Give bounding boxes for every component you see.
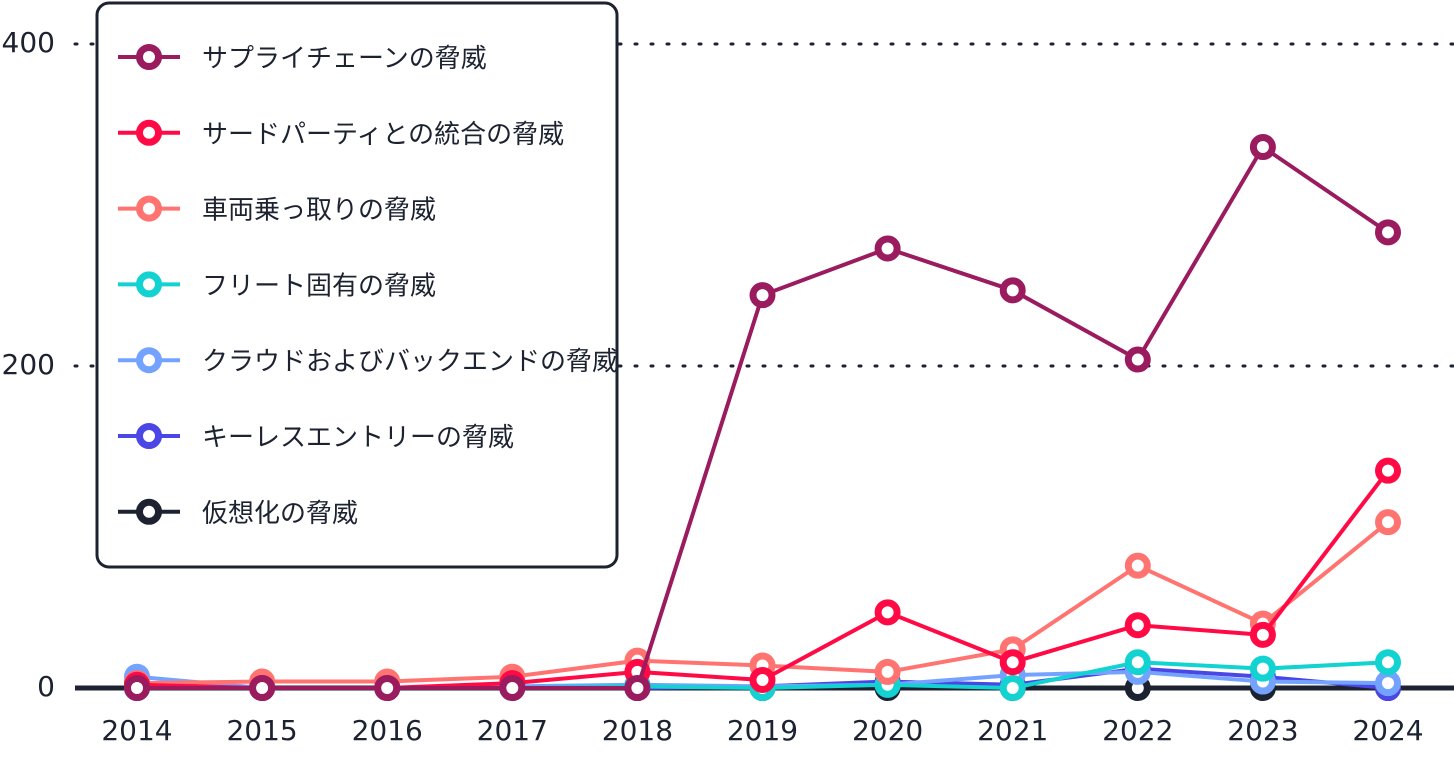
x-tick-label-2022: 2022 [1102,714,1173,747]
data-point-2022 [1124,649,1151,676]
data-point-2021 [999,277,1026,304]
data-point-2024 [1375,509,1401,536]
y-tick-label-200: 200 [2,348,55,381]
x-tick-label-2023: 2023 [1227,714,1298,747]
data-point-2024 [1375,457,1401,484]
x-tick-label-2014: 2014 [101,714,172,747]
data-point-2020 [874,235,901,262]
x-tick-label-2016: 2016 [352,714,423,747]
data-point-2023 [1249,621,1276,648]
data-point-2016 [374,675,401,701]
legend-item: クラウドおよびバックエンドの脅威 [118,347,618,377]
y-tick-label-400: 400 [2,26,55,59]
data-point-2021 [999,675,1026,701]
data-point-2018 [624,675,651,701]
legend-item: 車両乗っ取りの脅威 [118,195,436,226]
legend-box [95,1,619,569]
legend-label: フリート固有の脅威 [202,271,436,301]
legend-marker [136,498,162,525]
x-tick-label-2015: 2015 [226,714,297,747]
data-point-2020 [874,658,901,685]
series-6 [124,134,1401,701]
legend-item: 仮想化の脅威 [118,498,358,529]
data-point-2019 [749,282,776,309]
data-point-2024 [1375,219,1401,246]
legend-marker [136,347,162,374]
data-point-2024 [1375,670,1401,697]
x-tick-label-2019: 2019 [727,714,798,747]
x-tick-label-2021: 2021 [977,714,1048,747]
legend-label: 仮想化の脅威 [202,499,358,529]
data-point-2023 [1249,134,1276,161]
x-tick-label-2018: 2018 [602,714,673,747]
data-point-2022 [1124,612,1151,639]
data-point-2021 [999,649,1026,676]
legend-marker [136,119,162,146]
legend-label: クラウドおよびバックエンドの脅威 [202,347,618,377]
legend-marker [136,423,162,449]
legend-item: サードパーティとの統合の脅威 [118,119,564,150]
x-tick-label-2017: 2017 [477,714,548,747]
legend-marker [136,271,162,298]
legend-item: フリート固有の脅威 [118,271,436,301]
x-tick-label-2020: 2020 [852,714,923,747]
y-tick-label-0: 0 [37,670,55,703]
data-point-2020 [874,599,901,626]
legend-marker [136,44,162,70]
legend-label: キーレスエントリーの脅威 [202,423,514,453]
legend-label: サプライチェーンの脅威 [202,44,487,74]
x-tick-label-2024: 2024 [1352,714,1423,747]
legend-label: サードパーティとの統合の脅威 [202,120,564,150]
data-point-2024 [1375,649,1401,676]
data-point-2022 [1124,346,1151,373]
data-point-2014 [124,675,150,701]
data-point-2023 [1249,655,1276,682]
legend-marker [136,195,162,222]
legend-item: キーレスエントリーの脅威 [118,423,514,453]
data-point-2017 [499,675,526,701]
legend-item: サプライチェーンの脅威 [118,44,487,74]
data-point-2022 [1124,552,1151,579]
legend-label: 車両乗っ取りの脅威 [202,196,436,226]
data-point-2019 [749,666,776,693]
data-point-2015 [249,675,276,701]
